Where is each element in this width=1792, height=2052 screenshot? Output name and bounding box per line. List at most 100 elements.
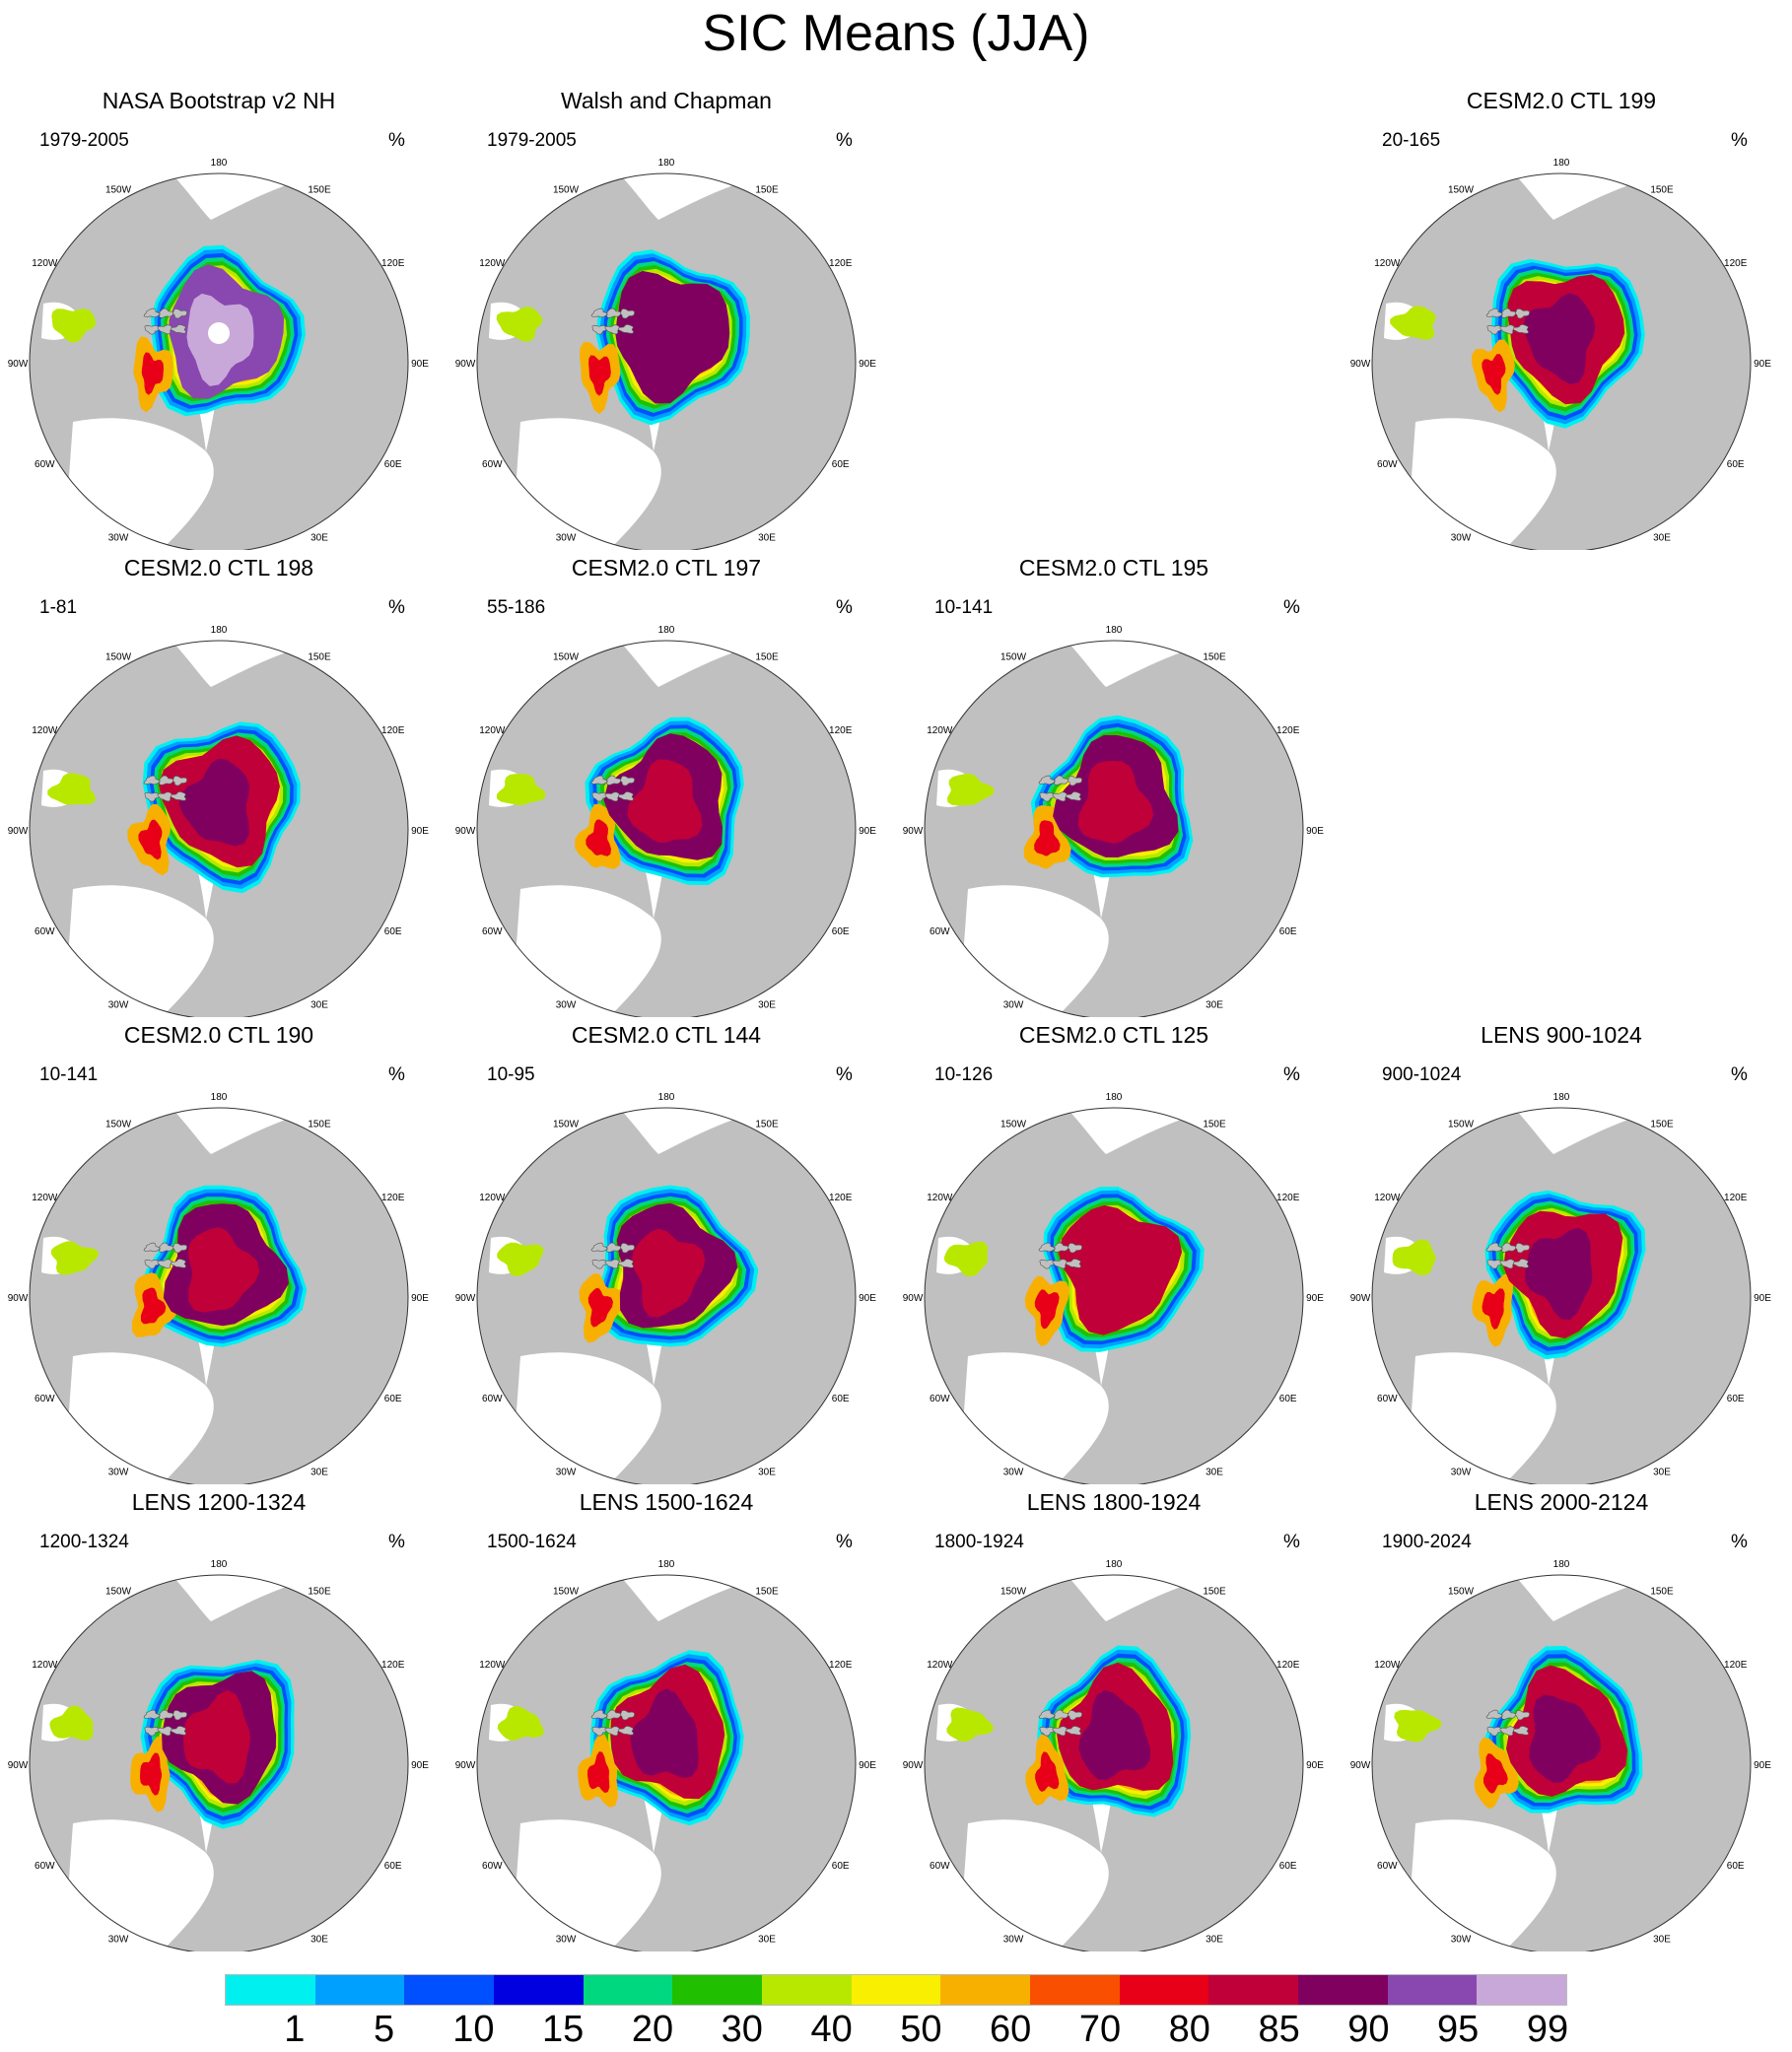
longitude-label: 180 xyxy=(1553,1559,1570,1570)
island xyxy=(1486,1726,1502,1737)
panel-units: % xyxy=(1731,1532,1748,1552)
map-border xyxy=(924,640,1304,1017)
longitude-label: 120W xyxy=(32,1660,58,1671)
longitude-label: 180 xyxy=(211,625,228,636)
map-body xyxy=(477,1108,856,1484)
longitude-label: 150W xyxy=(105,651,132,662)
map-panel: CESM2.0 CTL 199 20-165% 180 150E 120E 90E 60E 3… xyxy=(1346,87,1776,550)
polar-map: 180150E120E90E60E30E030W60W90W120W150W xyxy=(1350,1559,1771,1951)
longitude-label: 120E xyxy=(381,1193,405,1203)
longitude-label: 90E xyxy=(1754,359,1771,370)
panel-period: 55-186 xyxy=(487,597,546,618)
longitude-label: 30E xyxy=(758,1000,776,1011)
pack-ice-core xyxy=(1523,293,1596,384)
longitude-label: 150E xyxy=(308,651,331,662)
longitude-label: 30W xyxy=(1451,1935,1472,1946)
bering-sea xyxy=(152,1108,300,1154)
island xyxy=(144,1726,160,1737)
colorbar-labels: 1 5 10 15 20 30 40 50 60 70 80 85 90 95 99 xyxy=(0,2009,1792,2052)
island xyxy=(143,1242,161,1253)
longitude-label: 60W xyxy=(1377,1394,1398,1404)
baffin-ice-core xyxy=(1034,1289,1060,1330)
longitude-label: 120E xyxy=(381,258,405,269)
panel-period: 10-141 xyxy=(39,1064,99,1085)
longitude-label: 180 xyxy=(1106,1559,1123,1570)
island xyxy=(172,308,187,319)
longitude-label: 150W xyxy=(1448,1119,1475,1129)
island xyxy=(1499,1726,1516,1737)
longitude-label: 30E xyxy=(310,1000,328,1011)
polar-map: 180150E120E90E60E30E030W60W90W120W150W xyxy=(455,1559,876,1951)
longitude-label: 150E xyxy=(1203,651,1226,662)
island xyxy=(1501,1242,1517,1253)
longitude-label: 60W xyxy=(482,459,503,470)
longitude-label: 120E xyxy=(1276,725,1300,736)
bering-sea xyxy=(152,173,300,220)
map-body xyxy=(30,173,408,550)
island xyxy=(157,791,173,802)
island xyxy=(1052,1259,1068,1269)
hudson-ice xyxy=(1392,1239,1436,1276)
hudson-ice xyxy=(943,1241,988,1277)
longitude-label: 60W xyxy=(34,1861,55,1872)
longitude-label: 60E xyxy=(1727,1394,1745,1404)
hudson-ice xyxy=(1394,1709,1442,1743)
panel-period: 10-95 xyxy=(487,1064,535,1085)
map-body xyxy=(30,641,408,1017)
pack-ice-core xyxy=(632,297,702,387)
map-border xyxy=(1371,1574,1752,1951)
island xyxy=(170,1259,187,1268)
island xyxy=(1054,1709,1069,1720)
panel-units: % xyxy=(1731,1064,1748,1085)
baffin-ice-core xyxy=(586,1751,610,1794)
longitude-label: 30E xyxy=(1206,1935,1223,1946)
longitude-label: 150E xyxy=(1650,184,1674,195)
polar-map: 180150E120E90E60E30E030W60W90W120W150W xyxy=(8,1092,429,1484)
baffin-ice-core xyxy=(1482,354,1506,395)
baffin-ice-core xyxy=(1034,820,1061,856)
longitude-label: 180 xyxy=(658,1559,675,1570)
longitude-label: 30W xyxy=(556,1468,577,1478)
longitude-label: 90E xyxy=(1306,1760,1324,1771)
longitude-label: 180 xyxy=(1553,1092,1570,1103)
island xyxy=(1039,1726,1055,1737)
longitude-label: 30W xyxy=(1003,1000,1024,1011)
pack-ice-core xyxy=(1078,1689,1150,1781)
map-body xyxy=(477,173,856,550)
island xyxy=(617,1726,635,1736)
longitude-label: 150E xyxy=(755,651,779,662)
longitude-label: 60E xyxy=(1727,1861,1745,1872)
island xyxy=(1039,791,1055,802)
longitude-label: 180 xyxy=(658,158,675,169)
panel-units: % xyxy=(1283,1532,1300,1552)
longitude-label: 30W xyxy=(108,1468,129,1478)
island xyxy=(143,775,161,786)
colorbar-label: 90 xyxy=(1347,2009,1390,2050)
longitude-label: 150W xyxy=(105,184,132,195)
panel-units: % xyxy=(836,597,853,618)
longitude-label: 120W xyxy=(32,1193,58,1203)
panel-units: % xyxy=(836,1064,853,1085)
island xyxy=(1038,1709,1056,1720)
island xyxy=(1065,1259,1082,1268)
longitude-label: 120E xyxy=(1724,1660,1748,1671)
longitude-label: 180 xyxy=(1106,625,1123,636)
longitude-label: 180 xyxy=(211,1092,228,1103)
bering-sea xyxy=(599,1108,747,1154)
polar-map: 180150E120E90E60E30E030W60W90W120W150W xyxy=(8,625,429,1017)
longitude-label: 90W xyxy=(455,1760,476,1771)
longitude-label: 120E xyxy=(829,1193,853,1203)
polar-map: 180150E120E90E60E30E030W60W90W120W150W xyxy=(8,1559,429,1951)
island xyxy=(143,1709,161,1720)
map-border xyxy=(1371,1107,1752,1484)
map-body xyxy=(1372,1575,1751,1951)
longitude-label: 150W xyxy=(1000,651,1027,662)
pole-hole xyxy=(208,322,230,344)
map-body xyxy=(30,1108,408,1484)
longitude-label: 120W xyxy=(1374,258,1401,269)
panel-title: CESM2.0 CTL 199 xyxy=(1466,88,1657,113)
island xyxy=(157,324,173,335)
longitude-label: 120E xyxy=(1276,1193,1300,1203)
island xyxy=(1065,791,1082,801)
panel-title: NASA Bootstrap v2 NH xyxy=(102,88,336,113)
